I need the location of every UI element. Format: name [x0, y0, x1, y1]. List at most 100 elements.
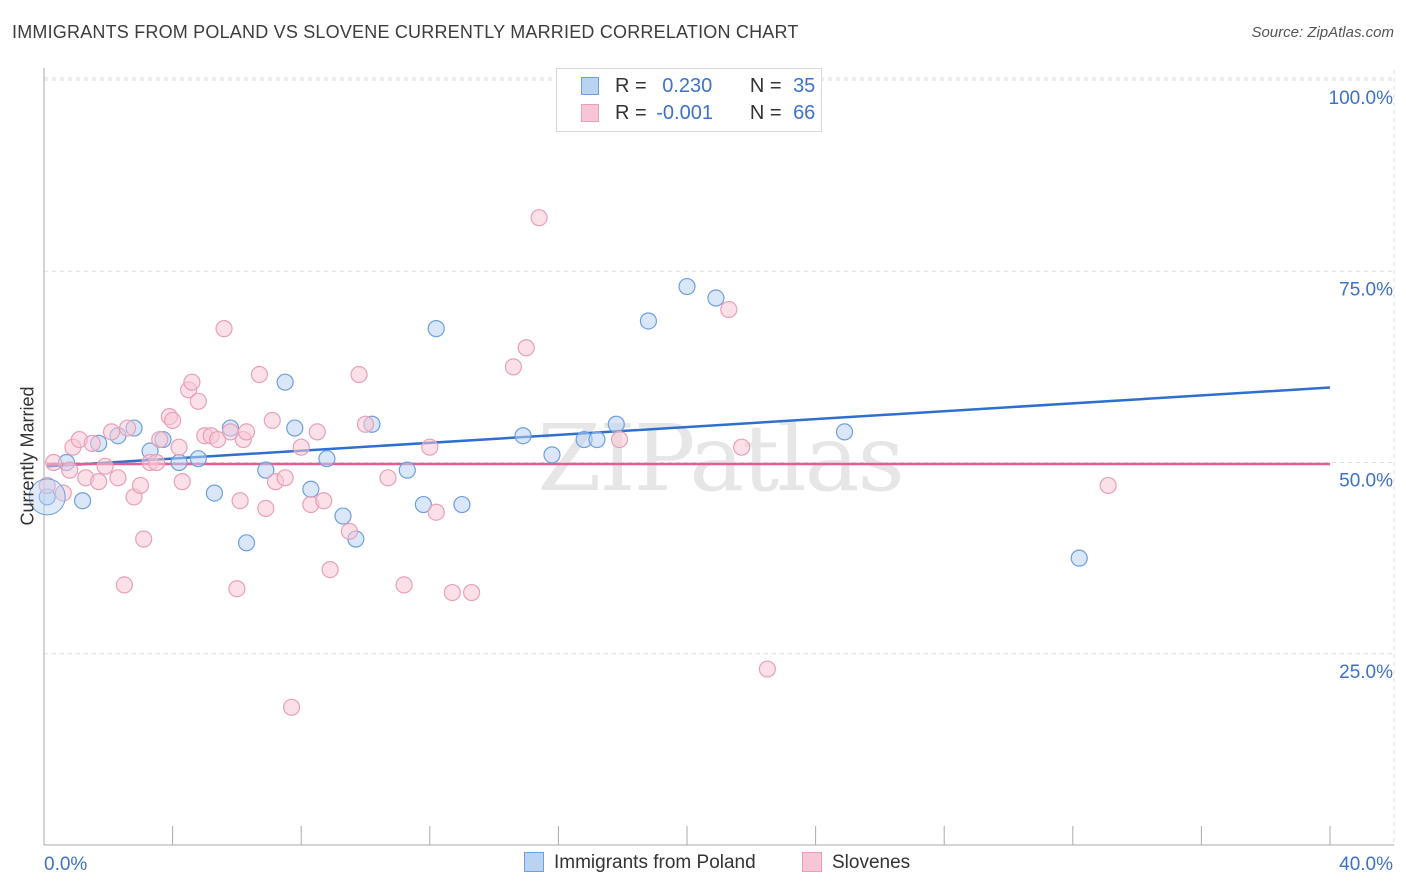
- slovene-point: [109, 469, 127, 487]
- poland-point: [170, 453, 188, 472]
- y-tick-label: 50.0%: [1339, 471, 1393, 492]
- slovene-point: [45, 453, 63, 472]
- poland-point: [427, 320, 445, 338]
- slovene-point: [54, 484, 72, 502]
- slovene-point: [83, 434, 101, 452]
- slovene-point: [1099, 476, 1117, 495]
- slovene-swatch: [802, 852, 822, 872]
- poland-point: [73, 492, 92, 510]
- slovene-point: [462, 583, 481, 602]
- poland-point: [588, 430, 606, 449]
- poland-trend-line: [46, 386, 1331, 468]
- y-tick-label: 100.0%: [1329, 88, 1394, 109]
- slovene-point: [170, 438, 188, 456]
- poland-point: [639, 312, 658, 330]
- poland-point: [414, 495, 432, 514]
- watermark: ZIPatlas: [537, 405, 902, 512]
- slovene-point: [263, 411, 281, 430]
- poland-point: [334, 507, 352, 525]
- x-tick-label: 0.0%: [44, 854, 87, 875]
- slovene-point: [102, 423, 121, 441]
- slovene-point: [209, 430, 227, 449]
- poland-point: [1070, 549, 1088, 567]
- poland-point: [286, 419, 304, 437]
- poland-point: [257, 461, 275, 479]
- slovene-point: [733, 438, 751, 456]
- y-axis-label: Currently Married: [17, 386, 38, 526]
- poland-point: [318, 450, 336, 468]
- bottom-legend-poland-label: Immigrants from Poland: [554, 852, 756, 873]
- slovene-point: [321, 560, 339, 579]
- poland-point: [205, 484, 223, 502]
- slovene-point: [189, 392, 207, 410]
- slovene-point: [282, 698, 301, 716]
- slovene-point: [96, 457, 114, 475]
- poland-point: [237, 534, 256, 552]
- slovene-point: [427, 503, 445, 521]
- slovene-point: [340, 522, 359, 540]
- poland-point: [707, 289, 725, 307]
- legend-r-value-poland: 0.230: [662, 75, 713, 97]
- slovene-point: [504, 358, 522, 376]
- legend-n-value-slovene: 66: [793, 102, 816, 124]
- poland-point: [543, 446, 561, 464]
- legend-r-label: R =: [615, 75, 647, 97]
- slovene-point: [720, 300, 738, 319]
- slovene-point: [135, 530, 153, 548]
- poland-point: [398, 461, 416, 479]
- slovene-point: [350, 365, 368, 384]
- slovene-point: [90, 473, 108, 491]
- slovene-point: [517, 339, 535, 357]
- y-tick-label: 25.0%: [1339, 662, 1393, 683]
- slovene-point: [183, 373, 201, 391]
- data-points: [28, 209, 1117, 716]
- legend-r-value-slovene: -0.001: [656, 102, 713, 124]
- poland-point: [607, 415, 625, 433]
- poland-swatch: [581, 77, 599, 95]
- slovene-point: [395, 576, 413, 594]
- poland-point: [276, 373, 294, 391]
- poland-point: [835, 423, 854, 441]
- slovene-point: [237, 423, 256, 441]
- slovene-point: [173, 473, 191, 491]
- slovene-point: [315, 492, 333, 510]
- bottom-legend-slovene: Slovenes: [802, 852, 910, 874]
- slovene-swatch: [581, 104, 599, 122]
- slovene-point: [131, 476, 150, 495]
- slovene-point: [356, 415, 375, 433]
- slovene-point: [228, 580, 246, 598]
- bottom-legend-poland: Immigrants from Poland: [524, 852, 756, 874]
- slovene-point: [250, 365, 269, 384]
- slovene-point: [164, 411, 182, 430]
- slovene-point: [118, 419, 137, 437]
- slovene-point: [231, 492, 249, 510]
- legend-n-label: N =: [749, 75, 782, 97]
- y-tick-label: 75.0%: [1339, 279, 1393, 300]
- tick-labels: 25.0% 50.0% 75.0% 100.0% 0.0% 40.0%: [44, 88, 1393, 875]
- slovene-point: [421, 438, 439, 456]
- bottom-legend-slovene-label: Slovenes: [832, 852, 911, 873]
- slovene-point: [758, 660, 776, 678]
- correlation-legend: R = 0.230 N = 35 R = -0.001 N = 66: [556, 68, 822, 132]
- slovene-point: [61, 461, 79, 479]
- slovene-point: [147, 453, 166, 472]
- slovene-point: [443, 583, 461, 602]
- slovene-point: [115, 576, 133, 594]
- legend-n-value-poland: 35: [793, 75, 816, 97]
- slovene-point: [38, 476, 56, 495]
- slovene-point: [257, 499, 275, 517]
- poland-point: [678, 277, 696, 296]
- slovene-point: [610, 430, 629, 449]
- poland-point: [28, 478, 66, 516]
- chart-title: IMMIGRANTS FROM POLAND VS SLOVENE CURREN…: [12, 22, 799, 42]
- slovene-point: [308, 423, 326, 441]
- poland-point: [514, 427, 532, 445]
- poland-point: [453, 495, 471, 514]
- slovene-point: [151, 430, 169, 449]
- poland-point: [302, 480, 320, 498]
- x-tick-label: 40.0%: [1339, 854, 1393, 875]
- poland-swatch: [524, 852, 544, 872]
- slovene-point: [530, 209, 548, 227]
- poland-point: [189, 450, 207, 468]
- slovene-point: [215, 320, 233, 338]
